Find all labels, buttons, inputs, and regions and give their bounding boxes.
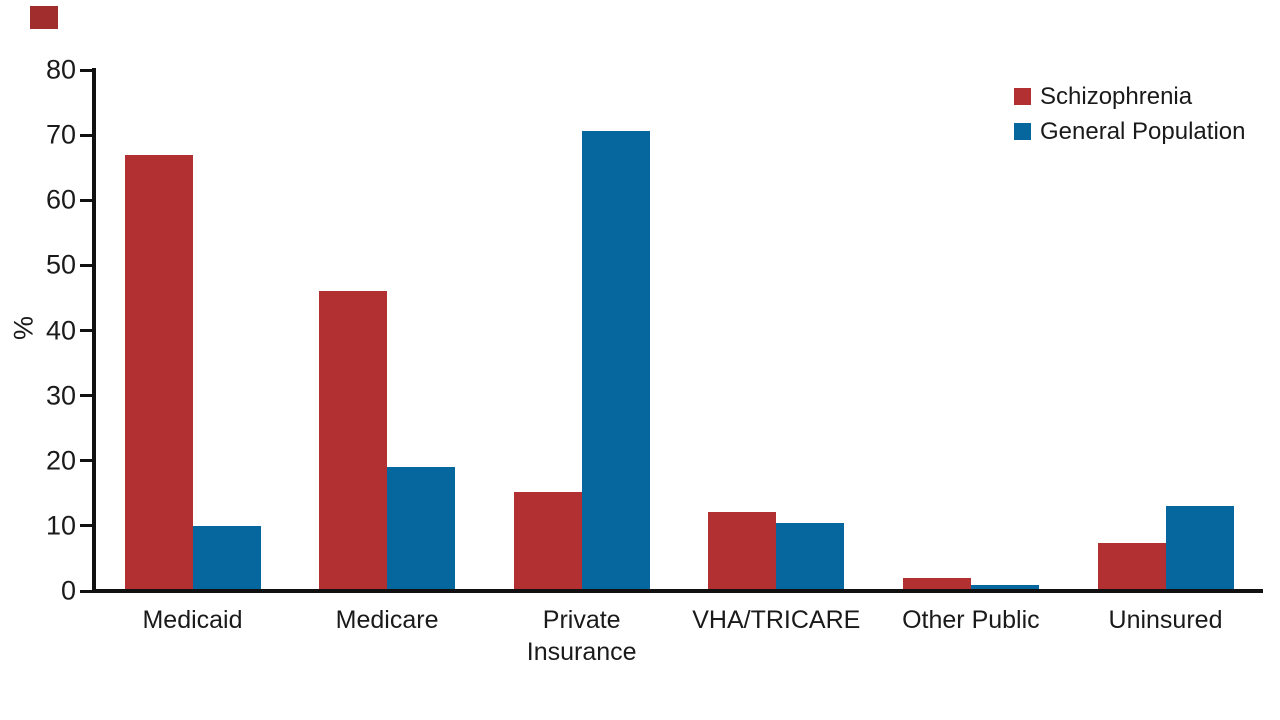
category-label-uninsured: Uninsured	[1108, 606, 1223, 634]
y-tick-label-60: 60	[45, 184, 76, 215]
legend: Schizophrenia General Population	[1014, 79, 1245, 149]
category-label-medicare: Medicare	[335, 606, 439, 634]
y-tick-mark-60	[80, 198, 93, 202]
y-tick-label-30: 30	[45, 380, 76, 411]
corner-red-mark	[30, 6, 58, 29]
y-tick-label-50: 50	[45, 249, 76, 280]
legend-label-general-population: General Population	[1040, 117, 1246, 145]
bar-general-population-vha-tricare	[776, 523, 845, 591]
bar-general-population-uninsured	[1165, 505, 1234, 591]
y-axis-line	[92, 68, 96, 593]
y-tick-label-80: 80	[45, 54, 76, 85]
y-tick-mark-50	[80, 263, 93, 267]
y-tick-label-0: 0	[60, 575, 76, 606]
bar-general-population-other-public	[970, 585, 1039, 591]
bar-general-population-private-insurance	[581, 130, 650, 591]
y-tick-mark-10	[80, 524, 93, 528]
x-axis-line	[92, 589, 1263, 593]
y-tick-mark-40	[80, 329, 93, 332]
legend-item-schizophrenia: Schizophrenia	[1014, 79, 1245, 114]
bar-schizophrenia-uninsured	[1097, 542, 1166, 591]
y-axis-title: %	[8, 316, 39, 341]
y-tick-mark-0	[80, 589, 93, 593]
bar-general-population-medicare	[387, 467, 456, 591]
legend-label-schizophrenia: Schizophrenia	[1040, 82, 1193, 110]
y-tick-mark-30	[80, 394, 93, 398]
bar-schizophrenia-vha-tricare	[708, 511, 777, 591]
bar-schizophrenia-medicare	[319, 291, 388, 591]
y-tick-label-20: 20	[45, 445, 76, 476]
category-label-medicaid: Medicaid	[142, 606, 243, 634]
y-tick-mark-80	[80, 68, 93, 72]
legend-item-general-population: General Population	[1014, 114, 1245, 149]
bar-schizophrenia-other-public	[902, 577, 971, 591]
category-label-private-insurance: Private Insurance	[526, 606, 637, 666]
bar-schizophrenia-medicaid	[124, 154, 193, 591]
bar-general-population-medicaid	[192, 525, 261, 591]
y-tick-label-40: 40	[45, 315, 76, 345]
legend-swatch-general-population	[1014, 123, 1031, 140]
bar-schizophrenia-private-insurance	[513, 492, 582, 591]
legend-swatch-schizophrenia	[1014, 88, 1031, 105]
category-label-vha-tricare: VHA/TRICARE	[692, 606, 861, 634]
y-tick-label-10: 10	[45, 510, 76, 541]
category-label-other-public: Other Public	[902, 606, 1040, 634]
y-tick-mark-20	[80, 459, 93, 463]
y-tick-label-70: 70	[45, 119, 76, 150]
y-tick-mark-70	[80, 133, 93, 137]
